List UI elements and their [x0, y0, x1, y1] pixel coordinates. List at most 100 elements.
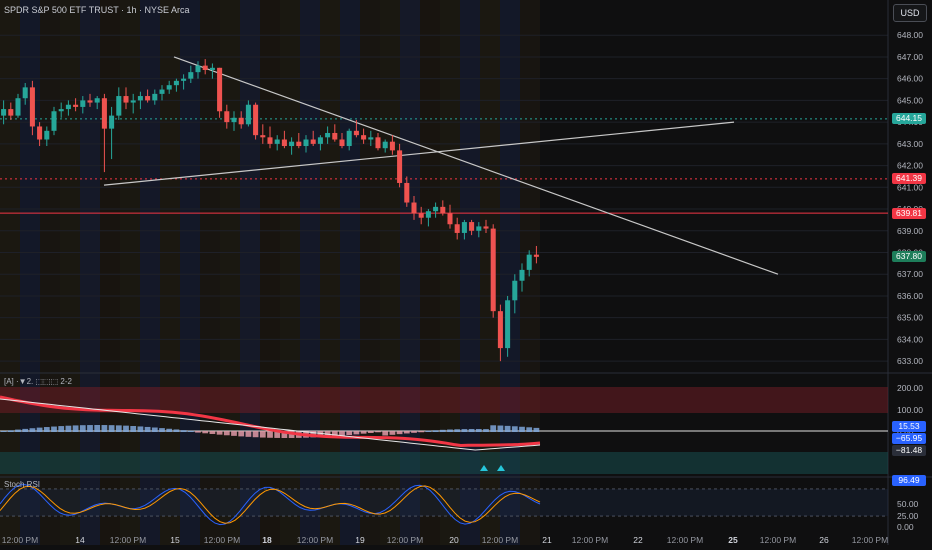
histogram-bar	[245, 431, 252, 437]
time-tick-label: 21	[542, 535, 552, 545]
candle-body	[152, 93, 158, 101]
histogram-bar	[123, 425, 129, 432]
histogram-bar	[231, 431, 237, 436]
oscillator-value-tag: 15.53	[892, 421, 926, 432]
candle-body	[533, 254, 539, 257]
currency-button[interactable]: USD	[893, 4, 927, 22]
histogram-bar	[166, 428, 173, 432]
histogram-bar	[252, 431, 259, 438]
histogram-bar	[7, 430, 14, 432]
candle-body	[389, 141, 395, 151]
buy-marker	[497, 465, 505, 471]
histogram-bar	[425, 430, 432, 432]
histogram-bar	[468, 429, 475, 432]
candle-body	[253, 104, 259, 136]
candle-body	[274, 139, 280, 144]
time-tick-label: 12:00 PM	[110, 535, 146, 545]
price-tick-label: 636.00	[897, 291, 923, 301]
candle-body	[209, 67, 215, 70]
stoch-tick-label: 50.00	[897, 499, 919, 509]
candle-body	[22, 87, 28, 99]
histogram-bar	[504, 425, 511, 432]
candle-body	[296, 141, 302, 147]
time-tick-label: 12:00 PM	[572, 535, 608, 545]
price-tick-label: 648.00	[897, 30, 923, 40]
candle-body	[325, 132, 331, 138]
time-tick-label: 20	[449, 535, 459, 545]
histogram-bar	[382, 431, 389, 436]
price-tick-label: 633.00	[897, 356, 923, 366]
histogram-bar	[0, 431, 7, 432]
candle-body	[418, 213, 424, 218]
time-tick-label: 12:00 PM	[204, 535, 240, 545]
price-tick-label: 646.00	[897, 74, 923, 84]
time-tick-label: 12:00 PM	[482, 535, 518, 545]
price-level-tag: 637.80	[892, 251, 926, 263]
time-tick-label: 12:00 PM	[2, 535, 38, 545]
histogram-bar	[396, 431, 403, 435]
candle-body	[332, 132, 338, 140]
candle-body	[447, 213, 453, 225]
time-tick-label: 26	[819, 535, 829, 545]
histogram-bar	[403, 431, 410, 434]
candle-body	[51, 111, 57, 131]
histogram-bar	[22, 428, 29, 432]
candle-body	[145, 96, 151, 101]
price-level-tag: 639.81	[892, 207, 926, 219]
histogram-bar	[87, 425, 93, 432]
histogram-bar	[317, 431, 324, 438]
candle-body	[505, 300, 511, 349]
histogram-bar	[15, 429, 21, 432]
time-tick-label: 12:00 PM	[667, 535, 703, 545]
time-tick-label: 12:00 PM	[760, 535, 796, 545]
candle-body	[433, 206, 439, 212]
histogram-bar	[389, 431, 396, 435]
price-tick-label: 635.00	[897, 313, 923, 323]
histogram-bar	[490, 425, 497, 432]
candle-body	[130, 100, 136, 103]
candle-body	[404, 182, 410, 203]
time-tick-label: 25	[728, 535, 738, 545]
time-tick-label: 19	[355, 535, 365, 545]
candle-body	[80, 100, 86, 107]
histogram-bar	[454, 429, 461, 432]
price-tick-label: 645.00	[897, 95, 923, 105]
candle-body	[37, 126, 43, 140]
time-tick-label: 18	[262, 535, 272, 545]
price-tick-label: 639.00	[897, 226, 923, 236]
stoch-rsi-label: Stoch RSI	[4, 480, 41, 489]
candle-body	[469, 222, 475, 231]
histogram-bar	[447, 429, 453, 432]
histogram-bar	[51, 426, 57, 432]
candle-body	[137, 96, 143, 101]
price-tick-label: 643.00	[897, 139, 923, 149]
histogram-bar	[173, 429, 180, 432]
histogram-bar	[331, 431, 338, 437]
candle-body	[188, 72, 194, 79]
histogram-bar	[43, 427, 50, 432]
trendlines[interactable]	[103, 56, 779, 275]
stoch-k-line	[0, 484, 541, 526]
histogram-bar	[475, 429, 482, 432]
candle-body	[483, 226, 489, 229]
candlestick-series	[1, 59, 539, 362]
osc-tick-label: 200.00	[897, 383, 923, 393]
histogram-bar	[65, 425, 72, 432]
candle-body	[65, 104, 71, 110]
candle-body	[526, 254, 532, 270]
candle-body	[289, 141, 295, 147]
candle-body	[260, 135, 266, 138]
signal-line-white	[0, 398, 541, 451]
histogram-bar	[94, 425, 101, 432]
histogram-bar	[274, 431, 281, 438]
histogram-bar	[526, 427, 533, 432]
histogram-bar	[367, 431, 374, 433]
price-tick-label: 634.00	[897, 334, 923, 344]
candle-body	[231, 117, 237, 123]
candle-body	[310, 139, 316, 144]
chart-title: SPDR S&P 500 ETF TRUST · 1h · NYSE Arca	[4, 5, 190, 15]
candle-body	[87, 100, 93, 103]
histogram-bar	[511, 426, 518, 432]
histogram-bar	[375, 431, 381, 433]
